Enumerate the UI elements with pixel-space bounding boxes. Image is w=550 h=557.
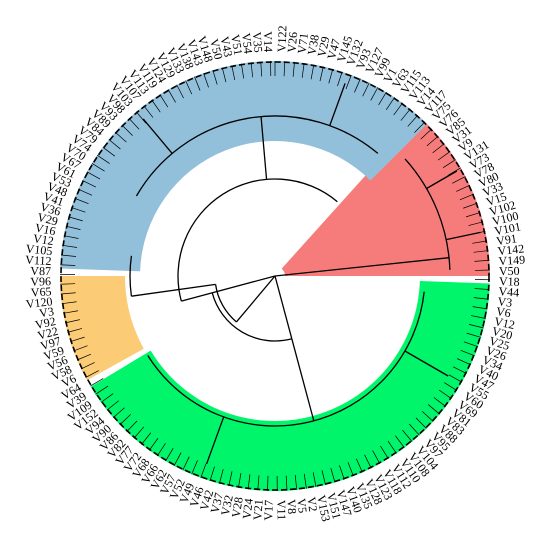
tree-branch-arc — [130, 256, 131, 296]
tree-branch-radial — [131, 284, 215, 296]
tree-branch-radial — [236, 276, 275, 322]
tree-branch-radial — [181, 276, 275, 301]
leaf-label: V11 — [274, 500, 288, 521]
tree-branch-arc — [212, 293, 292, 341]
tree-branch-radial — [292, 339, 314, 421]
leaf-label: V14 — [261, 31, 276, 52]
tree-branch-radial — [275, 276, 292, 339]
tree-branch-arc — [216, 284, 237, 322]
